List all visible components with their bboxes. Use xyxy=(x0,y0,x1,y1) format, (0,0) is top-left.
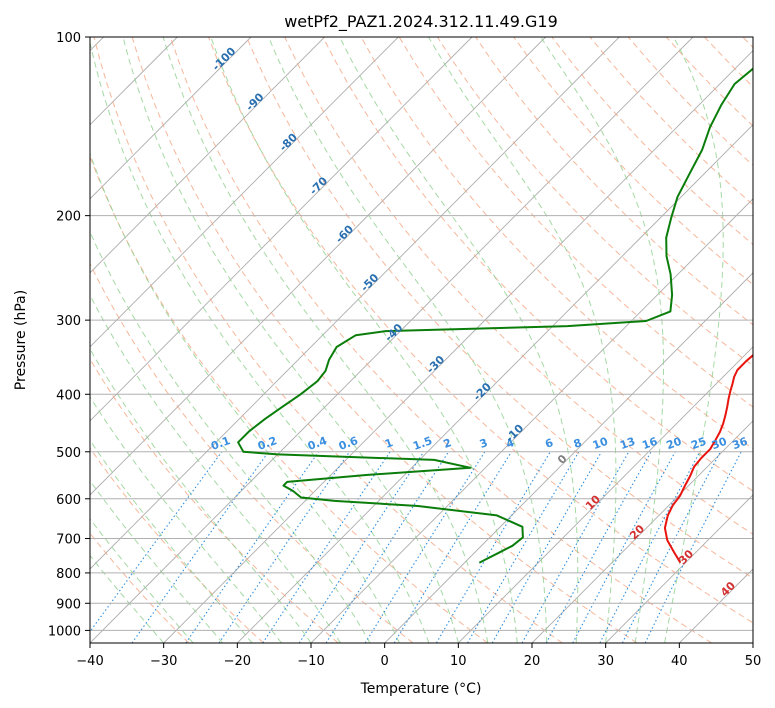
isotherm-line xyxy=(90,37,473,422)
isotherm-line xyxy=(90,37,620,570)
mixing-ratio-label: 1 xyxy=(383,436,395,451)
y-tick-label: 1000 xyxy=(48,624,81,639)
isotherm-line xyxy=(384,272,753,643)
isotherm-line xyxy=(457,346,753,643)
moist-adiabat-line xyxy=(428,37,617,643)
plot-frame xyxy=(89,36,754,644)
isotherm-line xyxy=(752,642,753,643)
x-axis-label: Temperature (°C) xyxy=(360,681,482,697)
moist-adiabat-line xyxy=(90,554,165,643)
x-tick-label: 10 xyxy=(450,654,467,669)
y-tick-label: 300 xyxy=(56,314,81,329)
moist-adiabat-line xyxy=(90,348,312,643)
y-tick-label: 100 xyxy=(56,31,81,46)
x-tick-label: −40 xyxy=(76,654,103,669)
mixing-ratio-label: 16 xyxy=(640,435,659,453)
isotherm-line xyxy=(531,420,753,643)
x-tick-label: −20 xyxy=(224,654,251,669)
x-tick-label: 20 xyxy=(524,654,541,669)
dry-adiabat-line xyxy=(322,37,753,492)
moist-adiabat-line xyxy=(339,37,579,643)
moist-adiabat-line xyxy=(268,37,548,643)
mixing-ratio-label: 30 xyxy=(710,435,729,453)
x-tick-label: 40 xyxy=(671,654,688,669)
y-tick-label: 700 xyxy=(56,533,81,548)
mixing-ratio-label: 13 xyxy=(618,435,637,452)
dry-adiabat-line xyxy=(208,37,753,624)
isotherm-line xyxy=(90,37,546,496)
dry-adiabat-line xyxy=(475,37,753,326)
dry-adiabat-line xyxy=(246,37,753,579)
mixing-ratio-label: 0.4 xyxy=(306,434,329,453)
y-tick-label: 400 xyxy=(56,388,81,403)
isotherm-line xyxy=(605,494,753,643)
dry-adiabat-line xyxy=(436,37,753,367)
mixing-ratio-label: 8 xyxy=(572,436,584,451)
dry-adiabat-line xyxy=(90,358,339,643)
moist-adiabat-line xyxy=(210,37,518,643)
dry-adiabat-line xyxy=(90,447,264,643)
moist-adiabat-line xyxy=(90,479,223,643)
x-axis: −40 −30 −20 −10 0 10 20 30 40 50 xyxy=(76,643,761,669)
dry-adiabat-line xyxy=(90,262,414,643)
dry-adiabat-line xyxy=(284,37,753,535)
mixing-ratio-label: 0.6 xyxy=(337,434,360,453)
moist-adiabat-line xyxy=(90,152,400,643)
y-tick-label: 900 xyxy=(56,597,81,612)
temperature-line xyxy=(663,353,753,564)
y-tick-label: 800 xyxy=(56,567,81,582)
moist-adiabat-line xyxy=(540,37,664,643)
y-tick-label: 500 xyxy=(56,446,81,461)
dewpoint-line xyxy=(237,67,753,564)
chart-title: wetPf2_PAZ1.2024.312.11.49.G19 xyxy=(284,12,558,32)
moist-adiabat-line xyxy=(90,518,194,643)
mixing-ratio-label: 2 xyxy=(442,436,454,451)
dry-adiabat-line xyxy=(93,37,563,643)
horizontal-grid xyxy=(90,37,753,631)
mixing-ratio-label: 4 xyxy=(504,436,516,451)
isotherm-line xyxy=(90,37,325,274)
y-tick-label: 200 xyxy=(56,210,81,225)
isotherm-line xyxy=(163,50,753,643)
moist-adiabat-line xyxy=(122,37,459,643)
dry-adiabat-line xyxy=(131,37,638,643)
mixing-ratio-label: 10 xyxy=(591,435,610,453)
moist-adiabat-line xyxy=(90,294,341,643)
moist-adiabat-line xyxy=(664,37,724,643)
y-axis-label: Pressure (hPa) xyxy=(13,290,29,390)
mixing-ratio-label: 6 xyxy=(543,436,555,451)
x-tick-label: 0 xyxy=(381,654,389,669)
moist-adiabat-line xyxy=(90,395,282,643)
moist-adiabat-line xyxy=(90,230,371,643)
isotherm-line xyxy=(90,37,399,348)
mixing-ratio-label: 3 xyxy=(478,436,490,451)
mixing-ratio-label: 0.1 xyxy=(209,434,232,453)
moist-adiabat-line xyxy=(162,37,489,643)
y-axis: 100 200 300 400 500 600 700 800 900 1000 xyxy=(48,31,90,639)
y-tick-label: 600 xyxy=(56,493,81,508)
isotherm-line xyxy=(236,124,753,643)
profile-series xyxy=(237,67,753,564)
mixing-ratio-label: 0.2 xyxy=(256,434,279,453)
x-tick-label: −30 xyxy=(150,654,177,669)
plot-background xyxy=(90,37,753,643)
mixing-ratio-label: 25 xyxy=(689,435,708,452)
dry-adiabat-line xyxy=(169,37,712,643)
moist-adiabat-line xyxy=(90,439,253,643)
x-tick-label: −10 xyxy=(297,654,324,669)
dry-adiabat-line xyxy=(513,37,753,286)
isotherm-line xyxy=(90,37,252,200)
mixing-ratio-label: 1.5 xyxy=(411,434,434,453)
x-tick-label: 30 xyxy=(597,654,614,669)
mixing-ratio-label: 20 xyxy=(665,435,684,453)
mixing-ratio-label: 36 xyxy=(731,435,750,453)
moist-adiabat-line xyxy=(90,40,430,643)
isotherm-line xyxy=(90,37,694,643)
x-tick-label: 50 xyxy=(745,654,762,669)
